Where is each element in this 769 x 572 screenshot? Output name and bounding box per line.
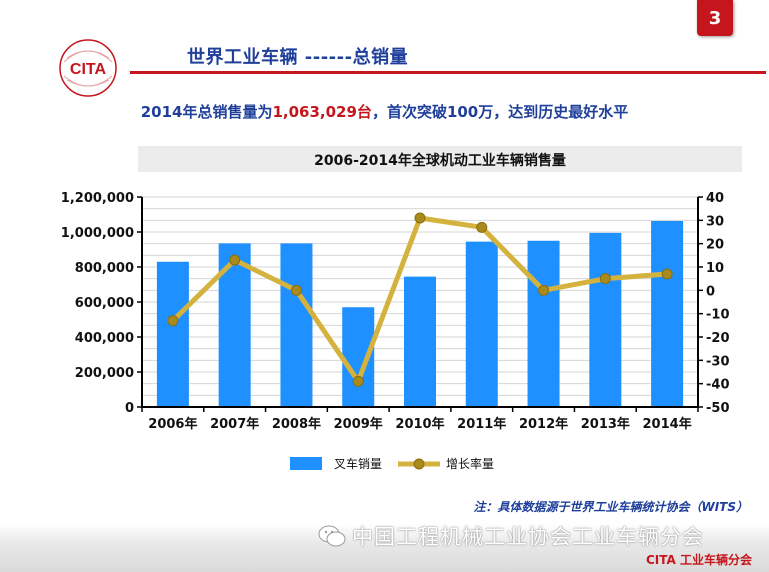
left-tick-label: 400,000 bbox=[75, 331, 134, 346]
x-tick-label: 2008年 bbox=[272, 416, 321, 432]
right-tick-label: 20 bbox=[706, 238, 724, 253]
bar bbox=[589, 232, 622, 407]
bar bbox=[651, 220, 684, 407]
headline-suffix: ，首次突破100万，达到历史最好水平 bbox=[371, 103, 629, 121]
chart-title-band bbox=[138, 146, 742, 172]
left-tick-label: 200,000 bbox=[75, 366, 134, 381]
bar bbox=[404, 276, 436, 407]
x-tick-label: 2014年 bbox=[643, 416, 692, 432]
bar bbox=[156, 261, 189, 407]
footer-text: CITA 工业车辆分会 bbox=[646, 553, 752, 567]
x-tick-label: 2013年 bbox=[581, 416, 630, 432]
watermark: 中国工程机械工业协会工业车辆分会 bbox=[318, 521, 704, 551]
growth-point bbox=[476, 221, 488, 233]
right-tick-label: 30 bbox=[706, 214, 724, 229]
legend-line-label: 增长率量 bbox=[446, 456, 494, 471]
growth-point bbox=[167, 315, 179, 327]
x-tick-label: 2012年 bbox=[519, 416, 568, 432]
watermark-text: 中国工程机械工业协会工业车辆分会 bbox=[352, 525, 704, 549]
x-tick-label: 2009年 bbox=[334, 416, 383, 432]
right-axis-ticks: -50 -40 -30 -20 -10 0 10 20 30 40 bbox=[698, 191, 730, 416]
left-tick-label: 1,200,000 bbox=[61, 191, 134, 206]
bar bbox=[527, 240, 560, 407]
bar-series bbox=[156, 220, 684, 407]
left-tick-label: 0 bbox=[125, 401, 134, 416]
growth-point bbox=[352, 375, 364, 387]
x-tick-label: 2007年 bbox=[210, 416, 259, 432]
slide-title: 世界工业车辆 ------总销量 bbox=[187, 47, 409, 68]
legend-line-marker bbox=[413, 458, 425, 470]
sales-chart: 2006-2014年全球机动工业车辆销售量 0 200,000 400,000 600… bbox=[61, 146, 742, 471]
growth-point bbox=[661, 268, 673, 280]
right-tick-label: -50 bbox=[706, 401, 730, 416]
legend-bar-label: 叉车销量 bbox=[334, 456, 382, 471]
headline-highlight: 1,063,029台 bbox=[272, 103, 372, 121]
growth-point bbox=[414, 212, 426, 224]
cita-logo: CITA bbox=[59, 39, 117, 97]
right-tick-label: -20 bbox=[706, 331, 730, 346]
footer-band bbox=[0, 524, 769, 572]
growth-point bbox=[599, 273, 611, 285]
svg-text:CITA: CITA bbox=[70, 61, 107, 78]
right-tick-label: -10 bbox=[706, 308, 730, 323]
page-number-badge: 3 bbox=[697, 0, 733, 36]
headline-prefix: 2014年总销售量为 bbox=[140, 103, 273, 121]
left-tick-label: 600,000 bbox=[75, 296, 134, 311]
wechat-icon bbox=[318, 525, 346, 547]
source-note: 注：具体数据源于世界工业车辆统计协会（WITS） bbox=[473, 500, 748, 514]
right-tick-label: 40 bbox=[706, 191, 724, 206]
right-tick-label: 0 bbox=[706, 284, 715, 299]
right-tick-label: -30 bbox=[706, 354, 730, 369]
right-tick-label: 10 bbox=[706, 261, 724, 276]
line-series bbox=[167, 212, 673, 387]
right-tick-label: -40 bbox=[706, 378, 730, 393]
bar bbox=[280, 243, 313, 407]
x-tick-label: 2006年 bbox=[148, 416, 197, 432]
growth-point bbox=[538, 284, 550, 296]
left-tick-label: 800,000 bbox=[75, 261, 134, 276]
title-divider bbox=[130, 71, 766, 74]
left-tick-label: 1,000,000 bbox=[61, 226, 134, 241]
x-tick-label: 2011年 bbox=[457, 416, 506, 432]
bar bbox=[465, 241, 498, 407]
chart-title: 2006-2014年全球机动工业车辆销售量 bbox=[314, 152, 566, 169]
headline: 2014年总销售量为1,063,029台，首次突破100万，达到历史最好水平 bbox=[0, 101, 769, 122]
growth-point bbox=[290, 284, 302, 296]
left-axis-ticks: 0 200,000 400,000 600,000 800,000 1,000,000 1,… bbox=[61, 191, 142, 416]
x-axis-ticks: 2006年 2007年 2008年 2009年 2010年 2011年 2012年 2013年… bbox=[141, 407, 699, 432]
legend-bar-swatch bbox=[290, 457, 322, 470]
growth-point bbox=[229, 254, 241, 266]
x-tick-label: 2010年 bbox=[395, 416, 444, 432]
legend: 叉车销量 增长率量 bbox=[290, 456, 494, 471]
